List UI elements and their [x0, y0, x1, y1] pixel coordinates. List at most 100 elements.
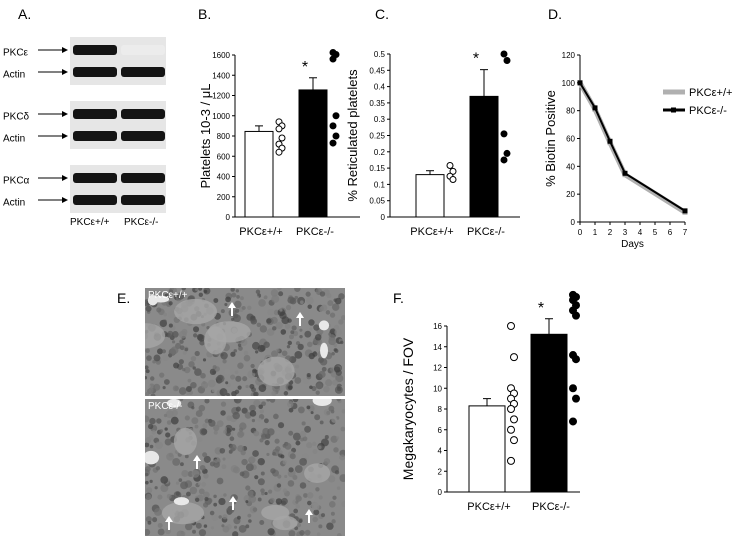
- cell-texture: [313, 324, 320, 331]
- data-point: [503, 57, 511, 65]
- cell-texture: [145, 392, 150, 396]
- megakaryocyte-region: [173, 427, 197, 456]
- cell-texture: [202, 502, 209, 508]
- cell-texture: [299, 328, 303, 332]
- cell-texture: [179, 462, 184, 467]
- cell-texture: [181, 328, 188, 335]
- cell-texture: [234, 300, 242, 309]
- megakaryocyte-region: [161, 501, 205, 525]
- cell-texture: [249, 410, 257, 417]
- cell-texture: [302, 377, 310, 385]
- cell-texture: [145, 516, 152, 523]
- data-point: [569, 417, 577, 426]
- cell-texture: [332, 379, 339, 386]
- cell-texture: [243, 350, 249, 356]
- cell-texture: [339, 454, 345, 461]
- cell-texture: [208, 419, 216, 427]
- cell-texture: [289, 453, 296, 460]
- category-label: PKCε+/+: [410, 226, 453, 238]
- cell-texture: [331, 519, 336, 524]
- cell-texture: [172, 457, 181, 466]
- cell-texture: [163, 379, 170, 385]
- legend-label: PKCε+/+: [689, 87, 732, 99]
- significance-marker: *: [302, 59, 308, 76]
- series-point: [622, 170, 628, 176]
- cell-texture: [232, 531, 239, 536]
- y-tick-label: 0.35: [369, 99, 385, 108]
- cell-texture: [325, 310, 331, 315]
- cell-texture: [340, 315, 345, 321]
- cell-texture: [270, 468, 276, 474]
- blot-arrow-head: [62, 133, 68, 139]
- bar-wildtype: [244, 130, 274, 218]
- cell-texture: [229, 444, 237, 452]
- cell-texture: [214, 458, 218, 463]
- cell-texture: [255, 289, 261, 295]
- cell-texture: [257, 417, 262, 422]
- cell-texture: [166, 420, 172, 425]
- cell-texture: [287, 340, 293, 346]
- data-point: [500, 50, 508, 58]
- micrograph-knockout-label: PKCε-/-: [148, 401, 183, 412]
- data-point: [507, 456, 515, 465]
- cell-texture: [238, 346, 243, 351]
- y-tick-label: 0: [438, 488, 443, 497]
- cell-texture: [207, 379, 216, 388]
- data-point: [510, 415, 518, 424]
- cell-texture: [162, 386, 166, 390]
- y-tick-label: 4: [438, 447, 443, 456]
- cell-texture: [200, 372, 206, 379]
- cell-texture: [218, 497, 226, 506]
- cell-texture: [154, 486, 158, 490]
- data-point: [569, 384, 577, 393]
- y-tick-label: 1000: [212, 112, 230, 121]
- cell-texture: [331, 351, 335, 356]
- cell-texture: [159, 372, 165, 378]
- cell-texture: [247, 513, 252, 518]
- cell-texture: [254, 475, 259, 480]
- cell-texture: [335, 374, 344, 383]
- cell-texture: [333, 447, 339, 453]
- data-point: [572, 394, 580, 403]
- cell-texture: [314, 414, 321, 421]
- cell-texture: [319, 358, 328, 366]
- cell-texture: [218, 515, 222, 519]
- cell-texture: [275, 498, 283, 505]
- cell-texture: [181, 469, 189, 478]
- data-point: [510, 353, 518, 362]
- cell-texture: [266, 399, 271, 402]
- blot-band: [73, 173, 117, 183]
- cell-texture: [203, 455, 211, 463]
- cell-texture: [340, 340, 344, 345]
- cell-texture: [165, 432, 171, 438]
- cell-texture: [299, 386, 304, 390]
- bar-wildtype: [468, 405, 506, 493]
- cell-texture: [310, 411, 314, 415]
- cell-texture: [181, 288, 186, 291]
- cell-texture: [319, 420, 324, 425]
- legend-marker: [671, 89, 676, 95]
- cell-texture: [304, 529, 311, 536]
- y-tick-label: 0: [571, 218, 576, 227]
- category-label: PKCε-/-: [467, 226, 505, 238]
- cell-texture: [286, 344, 291, 349]
- cell-texture: [308, 352, 315, 360]
- cell-texture: [277, 288, 282, 291]
- cell-texture: [229, 436, 235, 442]
- cell-texture: [248, 519, 252, 523]
- cell-texture: [261, 401, 266, 407]
- cell-texture: [165, 410, 174, 419]
- cell-texture: [163, 413, 168, 418]
- cell-texture: [219, 447, 226, 454]
- cell-texture: [294, 295, 299, 300]
- arrow-indicator-head: [305, 509, 313, 515]
- cell-texture: [216, 420, 224, 428]
- cell-texture: [281, 350, 288, 357]
- cell-texture: [222, 525, 230, 533]
- y-tick-label: 1200: [212, 92, 230, 101]
- cell-texture: [282, 460, 288, 465]
- cell-texture: [212, 365, 217, 370]
- cell-texture: [230, 351, 236, 357]
- megakaryocyte-region: [207, 321, 251, 343]
- cell-texture: [267, 308, 275, 316]
